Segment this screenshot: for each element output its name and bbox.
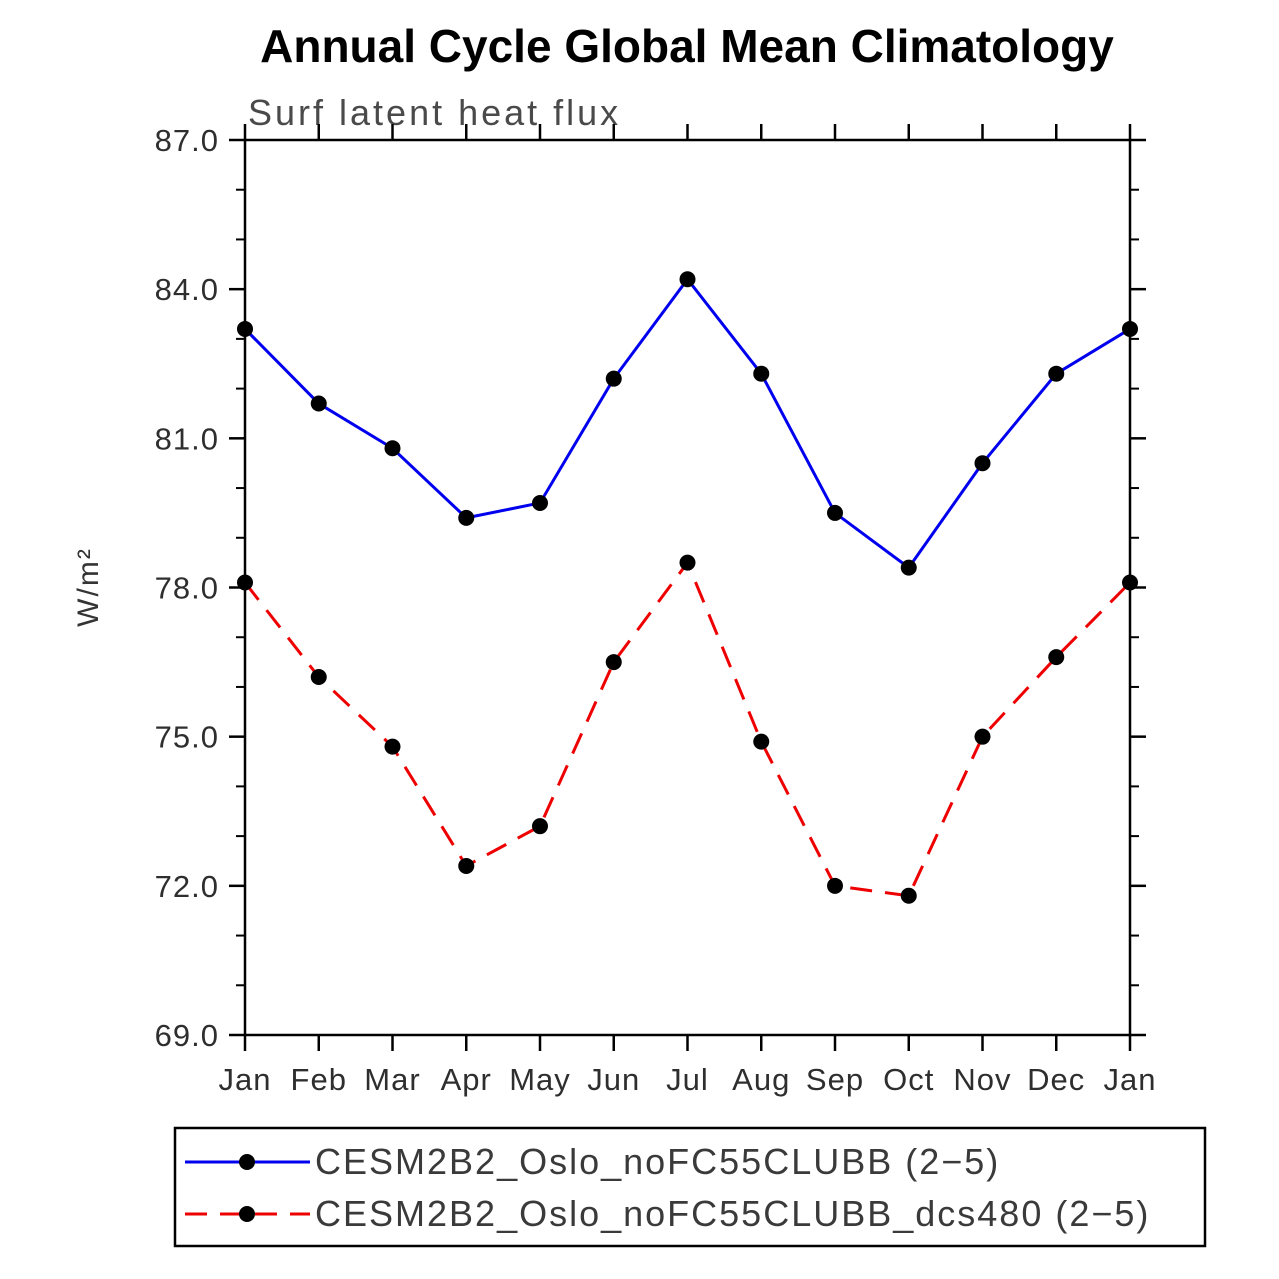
data-point-marker (679, 271, 696, 288)
chart-title: Annual Cycle Global Mean Climatology (260, 20, 1114, 72)
x-tick-label: Sep (806, 1062, 864, 1097)
x-tick-label: Nov (953, 1062, 1011, 1097)
y-axis-label: W/m² (72, 547, 105, 627)
data-point-marker (1048, 649, 1065, 666)
data-point-marker (384, 440, 401, 457)
data-point-marker (532, 818, 548, 835)
data-point-marker (384, 738, 401, 755)
data-point-marker (237, 320, 253, 337)
plot-area: 69.0 72.0 75.0 78.0 81.0 84.0 87.0 Jan Feb Mar Apr… (155, 123, 1157, 1097)
data-point-marker (679, 554, 696, 571)
data-point-marker (1122, 320, 1138, 337)
legend-marker (239, 1154, 255, 1170)
data-point-marker (753, 365, 770, 382)
y-tick-label: 72.0 (155, 869, 219, 904)
data-point-marker (310, 669, 327, 685)
data-point-marker (1122, 574, 1138, 591)
x-tick-label: Apr (441, 1062, 492, 1097)
data-point-marker (237, 574, 253, 591)
data-point-marker (605, 654, 622, 671)
data-point-marker (1048, 365, 1065, 382)
x-tick-label: Feb (291, 1062, 347, 1097)
data-point-marker (458, 509, 475, 526)
chart-subtitle: Surf latent heat flux (248, 92, 621, 133)
x-tick-label: Mar (364, 1062, 420, 1097)
x-tick-label: Oct (883, 1062, 934, 1097)
x-tick-label: Jun (587, 1062, 640, 1097)
series-line-0 (243, 276, 1131, 570)
y-tick-label: 84.0 (155, 272, 219, 307)
x-tick-label: Jul (666, 1062, 709, 1097)
y-tick-label: 78.0 (155, 571, 219, 606)
y-tick-label: 69.0 (155, 1018, 219, 1053)
legend-box (173, 1126, 1207, 1248)
legend-marker (239, 1206, 255, 1222)
x-tick-label: Jan (219, 1062, 272, 1097)
x-tick-label: Dec (1027, 1062, 1085, 1097)
legend-label: CESM2B2_Oslo_noFC55CLUBB_dcs480 (2−5) (315, 1193, 1150, 1234)
x-tick-label: Jan (1104, 1062, 1157, 1097)
data-point-marker (827, 504, 843, 521)
data-point-marker (458, 857, 475, 874)
legend: CESM2B2_Oslo_noFC55CLUBB (2−5) CESM2B2_Os… (173, 1126, 1207, 1248)
data-point-marker (900, 887, 917, 904)
data-point-marker (974, 455, 991, 472)
y-tick-label: 81.0 (155, 421, 219, 456)
data-point-marker (605, 370, 622, 387)
data-point-marker (900, 559, 917, 576)
y-tick-label: 75.0 (155, 720, 219, 755)
data-point-marker (974, 728, 991, 745)
legend-label: CESM2B2_Oslo_noFC55CLUBB (2−5) (315, 1141, 1000, 1182)
series-line-1 (243, 559, 1132, 898)
data-point-marker (753, 733, 770, 750)
x-tick-label: Aug (732, 1062, 790, 1097)
data-point-marker (827, 877, 843, 894)
x-tick-label: May (509, 1062, 571, 1097)
data-point-marker (310, 395, 327, 412)
y-tick-label: 87.0 (155, 123, 219, 158)
data-point-marker (532, 494, 548, 511)
